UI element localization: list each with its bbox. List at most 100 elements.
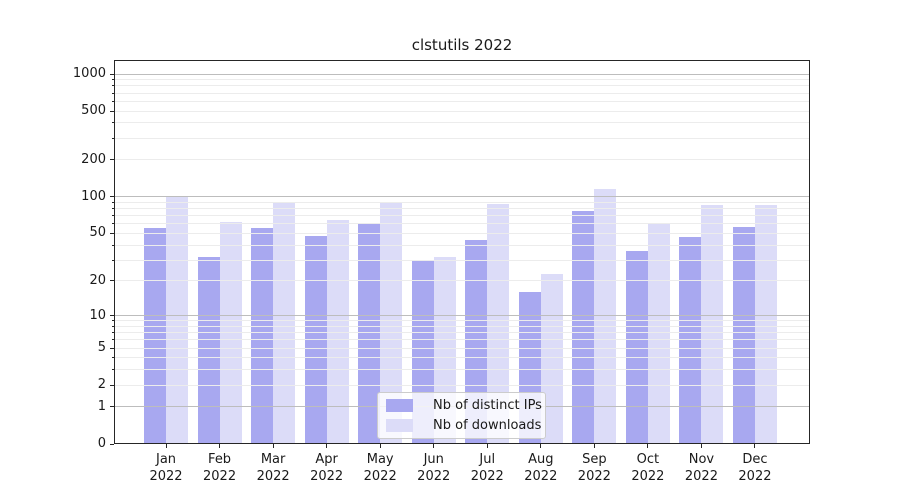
gridline-minor-300: [115, 137, 809, 139]
y-minor-tick-mark-300: [111, 137, 114, 139]
x-tick-mark-nov: [700, 444, 702, 448]
gridline-minor-700: [115, 92, 809, 94]
x-tick-label-may: May 2022: [363, 452, 397, 484]
gridline-minor-400: [115, 122, 809, 124]
gridline-minor-8: [115, 325, 809, 327]
bar-distinct-ips-feb: [197, 256, 220, 444]
y-minor-tick-mark-7: [111, 332, 114, 334]
gridline-minor-40: [115, 244, 809, 246]
bar-downloads-sep: [594, 189, 617, 444]
bar-downloads-aug: [540, 273, 563, 444]
x-tick-mark-dec: [754, 444, 756, 448]
y-tick-mark-5: [110, 347, 114, 349]
bar-distinct-ips-jan: [144, 228, 167, 444]
y-minor-tick-mark-4: [111, 357, 114, 359]
plot-border: [114, 60, 810, 444]
y-tick-label-5: 5: [97, 340, 106, 356]
gridline-minor-30: [115, 259, 809, 261]
x-tick-mark-may: [379, 444, 381, 448]
gridline-major-10: [115, 315, 809, 317]
y-minor-tick-mark-70: [111, 215, 114, 217]
bar-downloads-dec: [754, 205, 777, 444]
gridline-minor-20: [115, 280, 809, 282]
bar-downloads-oct: [647, 222, 670, 444]
y-minor-tick-mark-6: [111, 339, 114, 341]
y-minor-tick-mark-90: [111, 201, 114, 203]
y-tick-label-100: 100: [81, 188, 106, 204]
y-tick-mark-1: [110, 406, 114, 408]
x-tick-label-nov: Nov 2022: [684, 452, 718, 484]
y-minor-tick-mark-9: [111, 320, 114, 322]
gridline-major-1000: [115, 73, 809, 75]
bar-distinct-ips-sep: [572, 211, 595, 444]
gridline-minor-60: [115, 223, 809, 225]
gridline-minor-6: [115, 339, 809, 341]
x-tick-mark-feb: [219, 444, 221, 448]
y-tick-label-1: 1: [97, 398, 106, 414]
bar-downloads-jul: [487, 204, 510, 444]
legend-swatch-downloads: [386, 418, 413, 432]
y-tick-mark-0: [110, 443, 114, 445]
y-tick-label-0: 0: [97, 436, 106, 451]
legend-item-distinct-ips: Nb of distinct IPs: [386, 397, 542, 415]
y-minor-tick-mark-80: [111, 208, 114, 210]
bar-distinct-ips-oct: [625, 250, 648, 444]
y-tick-mark-100: [110, 196, 114, 198]
bar-downloads-may: [380, 202, 403, 444]
y-minor-tick-mark-40: [111, 244, 114, 246]
y-tick-mark-10: [110, 315, 114, 317]
x-tick-label-jan: Jan 2022: [149, 452, 183, 484]
legend-label-downloads: Nb of downloads: [433, 417, 542, 433]
gridline-minor-90: [115, 201, 809, 203]
x-tick-label-aug: Aug 2022: [524, 452, 558, 484]
x-tick-mark-apr: [326, 444, 328, 448]
bar-downloads-apr: [326, 219, 349, 444]
x-tick-mark-jan: [165, 444, 167, 448]
gridline-minor-9: [115, 320, 809, 322]
gridline-minor-80: [115, 208, 809, 210]
bar-distinct-ips-mar: [251, 228, 274, 444]
bar-downloads-nov: [701, 205, 724, 444]
y-tick-label-50: 50: [89, 225, 106, 241]
x-tick-mark-jun: [433, 444, 435, 448]
legend-swatch-distinct-ips: [386, 399, 413, 413]
y-tick-mark-2: [110, 384, 114, 386]
gridline-minor-600: [115, 100, 809, 102]
bar-downloads-mar: [273, 202, 296, 444]
x-tick-mark-jul: [486, 444, 488, 448]
y-tick-label-10: 10: [89, 307, 106, 323]
y-minor-tick-mark-900: [111, 79, 114, 81]
y-minor-tick-mark-60: [111, 223, 114, 225]
gridline-minor-50: [115, 232, 809, 234]
y-tick-label-500: 500: [81, 103, 106, 119]
y-tick-mark-500: [110, 110, 114, 112]
y-minor-tick-mark-700: [111, 92, 114, 94]
gridline-minor-5: [115, 347, 809, 349]
x-tick-label-jun: Jun 2022: [417, 452, 451, 484]
y-tick-label-2: 2: [97, 377, 106, 393]
x-tick-label-oct: Oct 2022: [631, 452, 665, 484]
y-tick-label-200: 200: [81, 151, 106, 167]
y-minor-tick-mark-30: [111, 259, 114, 261]
y-tick-label-20: 20: [89, 272, 106, 288]
legend-label-distinct-ips: Nb of distinct IPs: [433, 398, 542, 414]
y-minor-tick-mark-3: [111, 369, 114, 371]
x-tick-mark-mar: [272, 444, 274, 448]
x-tick-label-sep: Sep 2022: [577, 452, 611, 484]
y-tick-mark-50: [110, 232, 114, 234]
chart-title: clstutils 2022: [411, 36, 513, 54]
y-tick-mark-1000: [110, 73, 114, 75]
gridline-minor-200: [115, 159, 809, 161]
gridline-minor-3: [115, 369, 809, 371]
x-tick-label-dec: Dec 2022: [738, 452, 772, 484]
x-tick-label-feb: Feb 2022: [203, 452, 237, 484]
y-minor-tick-mark-600: [111, 100, 114, 102]
x-tick-label-apr: Apr 2022: [310, 452, 344, 484]
gridline-minor-500: [115, 110, 809, 112]
x-tick-label-jul: Jul 2022: [470, 452, 504, 484]
y-minor-tick-mark-8: [111, 325, 114, 327]
gridline-minor-800: [115, 85, 809, 87]
y-tick-mark-20: [110, 280, 114, 282]
